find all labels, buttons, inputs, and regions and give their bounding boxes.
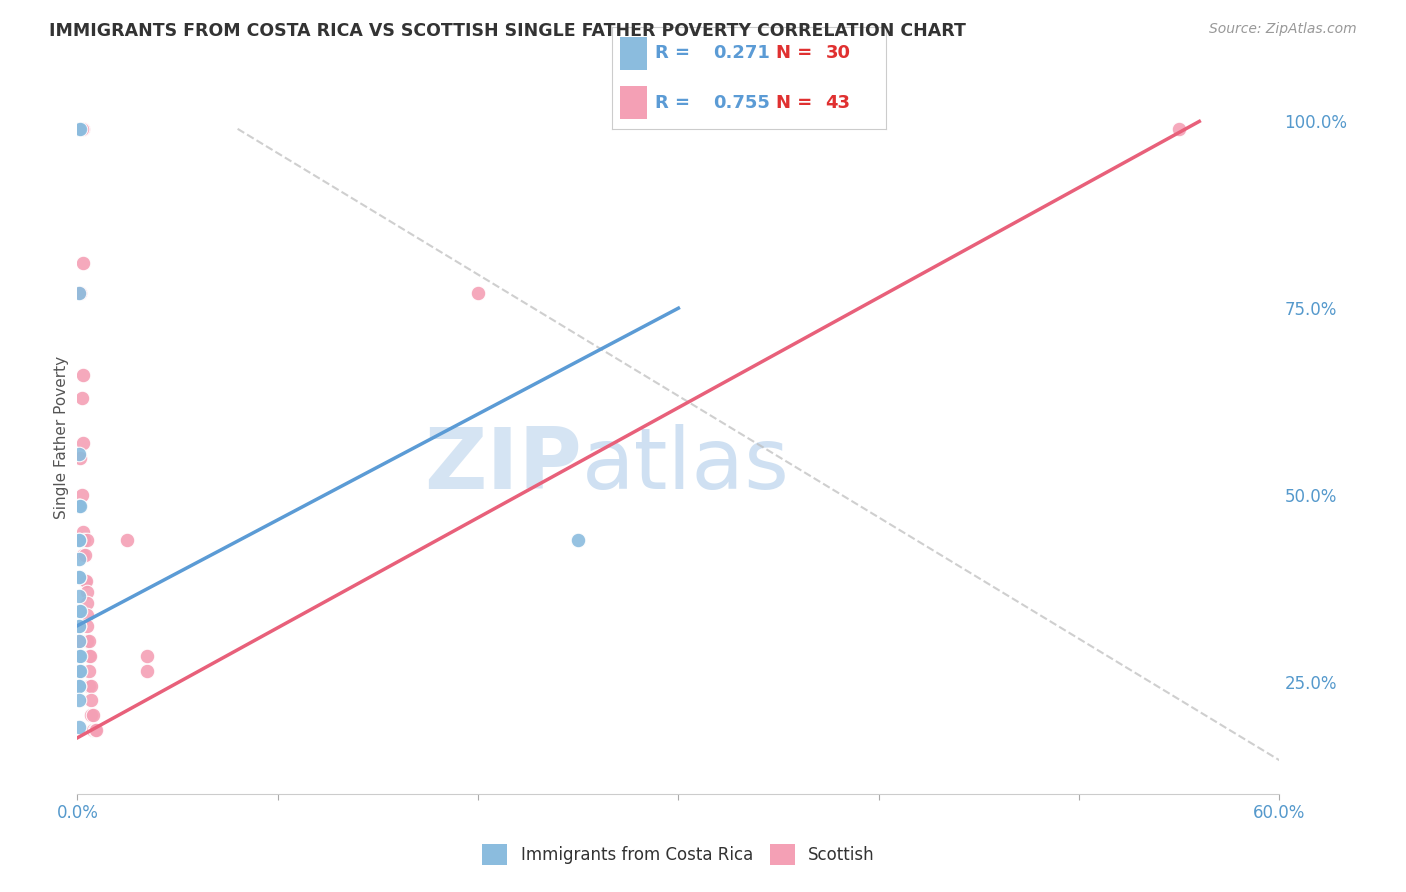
Point [69, 121, 91, 136]
Point [80, 679, 103, 693]
Point [76, 596, 98, 610]
Point [67, 604, 90, 618]
Point [75, 574, 97, 588]
Point [67, 121, 90, 136]
Point [72, 435, 94, 450]
Point [76, 533, 98, 547]
Point [67, 679, 90, 693]
Point [69, 648, 91, 663]
Point [136, 648, 159, 663]
Point [67, 551, 90, 566]
Point [69, 450, 91, 465]
Point [69, 286, 91, 301]
Point [76, 619, 98, 633]
Point [82, 723, 104, 738]
Point [80, 708, 103, 723]
Point [67, 604, 90, 618]
Y-axis label: Single Father Poverty: Single Father Poverty [53, 356, 69, 518]
Text: 30: 30 [825, 45, 851, 62]
Point [67, 447, 90, 461]
Point [79, 648, 101, 663]
Point [69, 664, 91, 678]
Point [86, 723, 108, 738]
Point [72, 368, 94, 383]
Point [1168, 121, 1191, 136]
Point [67, 619, 90, 633]
Point [76, 585, 98, 599]
Point [467, 286, 489, 301]
Point [67, 720, 90, 734]
Point [69, 121, 91, 136]
Point [70, 391, 93, 405]
Point [79, 679, 101, 693]
Text: N =: N = [776, 45, 818, 62]
Bar [620, 87, 647, 119]
Text: R =: R = [655, 45, 697, 62]
Text: ZIP: ZIP [425, 424, 582, 508]
Point [67, 499, 90, 513]
Point [82, 708, 104, 723]
Point [75, 548, 97, 562]
Bar [620, 37, 647, 70]
Point [67, 693, 90, 707]
Text: R =: R = [655, 94, 697, 112]
Point [567, 533, 589, 547]
Point [136, 664, 159, 678]
Point [76, 633, 98, 648]
Point [84, 723, 107, 738]
Point [67, 589, 90, 603]
Point [72, 525, 94, 540]
Text: Source: ZipAtlas.com: Source: ZipAtlas.com [1209, 22, 1357, 37]
Point [67, 286, 90, 301]
Point [80, 693, 103, 707]
Point [72, 121, 94, 136]
Point [67, 664, 90, 678]
Text: 0.755: 0.755 [713, 94, 770, 112]
Point [73, 533, 96, 547]
Point [67, 633, 90, 648]
Text: N =: N = [776, 94, 818, 112]
Text: IMMIGRANTS FROM COSTA RICA VS SCOTTISH SINGLE FATHER POVERTY CORRELATION CHART: IMMIGRANTS FROM COSTA RICA VS SCOTTISH S… [49, 22, 966, 40]
Legend: Immigrants from Costa Rica, Scottish: Immigrants from Costa Rica, Scottish [475, 838, 882, 871]
Point [67, 619, 90, 633]
Point [67, 533, 90, 547]
Point [67, 664, 90, 678]
Point [70, 121, 93, 136]
Point [79, 633, 101, 648]
Point [67, 533, 90, 547]
Point [67, 570, 90, 584]
Text: 43: 43 [825, 94, 851, 112]
Point [67, 121, 90, 136]
Point [117, 533, 139, 547]
Point [67, 633, 90, 648]
Point [67, 648, 90, 663]
Point [75, 574, 97, 588]
Point [67, 664, 90, 678]
Point [69, 604, 91, 618]
Point [67, 499, 90, 513]
Point [69, 499, 91, 513]
Point [76, 607, 98, 622]
Point [70, 488, 93, 502]
Point [79, 648, 101, 663]
Point [79, 664, 101, 678]
Point [67, 648, 90, 663]
Point [72, 256, 94, 270]
Text: atlas: atlas [582, 424, 790, 508]
Point [72, 548, 94, 562]
Point [70, 121, 93, 136]
Text: 0.271: 0.271 [713, 45, 770, 62]
Point [67, 570, 90, 584]
Point [67, 679, 90, 693]
